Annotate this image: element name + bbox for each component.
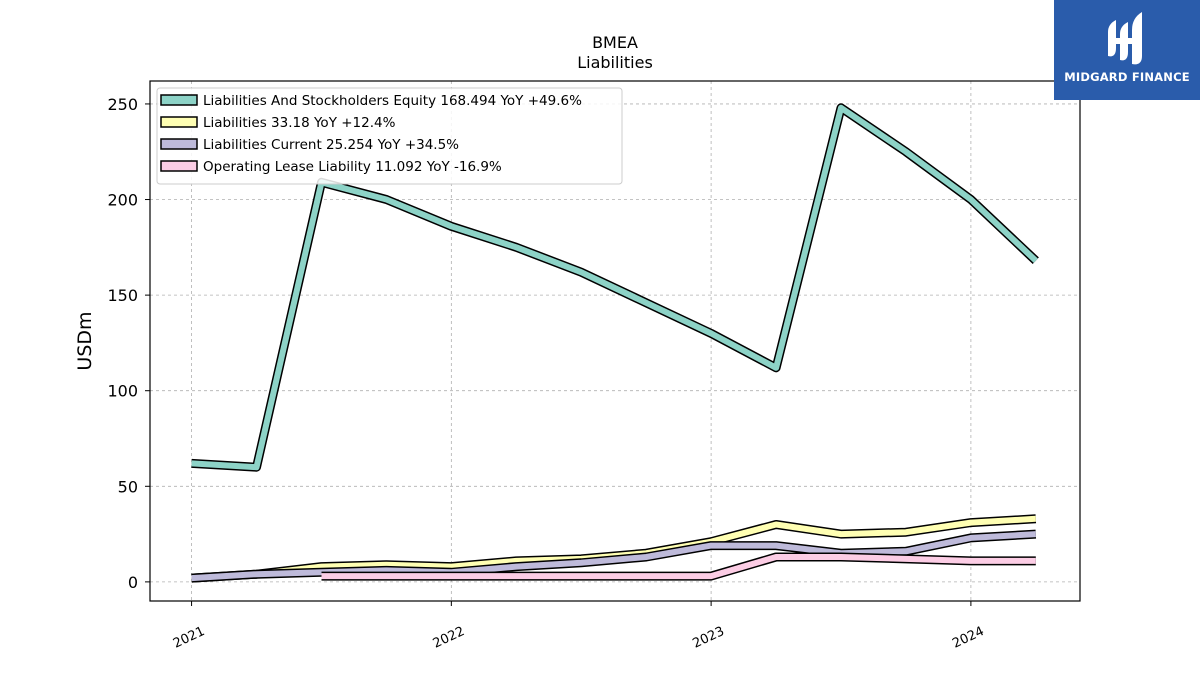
y-tick-label: 250	[107, 95, 138, 114]
x-tick-label: 2023	[690, 624, 726, 652]
legend: Liabilities And Stockholders Equity 168.…	[156, 87, 623, 185]
y-tick-label: 200	[107, 191, 138, 210]
y-tick-label: 150	[107, 286, 138, 305]
legend-swatch	[160, 138, 198, 150]
x-tick-label: 2024	[950, 624, 986, 652]
x-tick-label: 2021	[171, 624, 207, 652]
y-axis: 0 50 100 150 200 250	[107, 95, 150, 592]
legend-label: Liabilities And Stockholders Equity 168.…	[203, 93, 582, 109]
y-tick-label: 100	[107, 382, 138, 401]
legend-label: Operating Lease Liability 11.092 YoY -16…	[203, 159, 502, 175]
series-line	[321, 554, 1036, 580]
legend-swatch	[160, 94, 198, 106]
plot-frame	[149, 80, 1081, 602]
series-line	[191, 104, 1038, 471]
chart-title: BMEA	[592, 33, 638, 52]
y-tick-label: 50	[118, 477, 138, 496]
series-lines	[191, 103, 1039, 583]
legend-swatch	[160, 116, 198, 128]
legend-label: Liabilities 33.18 YoY +12.4%	[203, 115, 396, 131]
x-tick-label: 2022	[431, 624, 467, 652]
brand-logo: MIDGARD FINANCE	[1054, 0, 1200, 100]
chart-subtitle: Liabilities	[577, 53, 653, 72]
legend-box	[156, 87, 623, 185]
brand-name: MIDGARD FINANCE	[1064, 70, 1190, 84]
y-axis-label: USDm	[74, 311, 96, 370]
legend-label: Liabilities Current 25.254 YoY +34.5%	[203, 137, 459, 153]
x-axis: 2021 2022 2023 2024	[171, 601, 987, 652]
y-tick-label: 0	[128, 573, 138, 592]
logo-mark-icon	[1108, 12, 1142, 65]
legend-swatch	[160, 160, 198, 172]
